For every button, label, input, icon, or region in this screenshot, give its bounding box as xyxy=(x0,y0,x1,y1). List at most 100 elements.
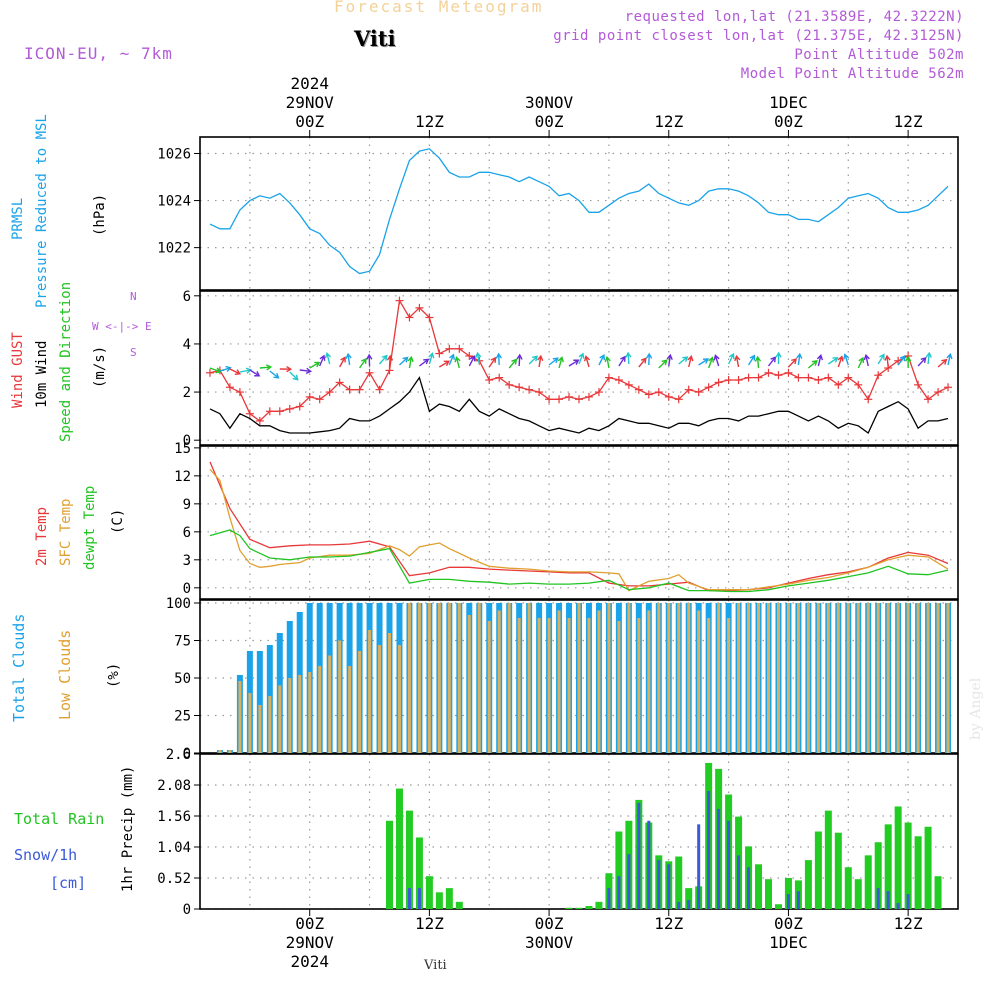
wind-arrow-head xyxy=(286,365,293,373)
wind-direction-arrow xyxy=(937,358,948,368)
wind-arrow-shaft xyxy=(578,353,584,365)
wind-direction-arrow xyxy=(508,358,518,369)
wind-arrow-shaft xyxy=(528,355,538,365)
wind-arrow-shaft xyxy=(727,353,735,365)
wind-arrow-shaft xyxy=(917,357,927,367)
wind-direction-arrow xyxy=(625,351,632,365)
wind-direction-arrow xyxy=(495,352,503,366)
wind-direction-arrow xyxy=(475,351,482,365)
gust-marker xyxy=(744,373,753,382)
low-clouds-bar xyxy=(816,603,820,753)
gust-marker xyxy=(944,383,953,392)
gust-marker xyxy=(694,388,703,397)
compass-north: N xyxy=(130,290,137,303)
low-clouds-bar xyxy=(298,675,302,753)
time-label-top: 1DEC xyxy=(769,93,808,112)
total-rain-bar xyxy=(844,867,852,909)
wind-arrow-head xyxy=(428,352,435,359)
time-label-top: 12Z xyxy=(415,112,444,131)
compass-south: S xyxy=(130,346,137,359)
pressure-ytick-label: 1024 xyxy=(157,194,191,210)
time-label-bottom: 2024 xyxy=(290,952,329,971)
low-clouds-bar xyxy=(697,610,701,753)
pressure-ytick-label: 1026 xyxy=(157,146,191,162)
wind-ytick-label: 2 xyxy=(183,385,191,401)
low-clouds-bar xyxy=(517,618,521,753)
total-rain-bar xyxy=(824,810,832,909)
gust-marker xyxy=(435,349,444,358)
low-clouds-bar xyxy=(477,603,481,753)
wind-arrow-shaft xyxy=(735,356,740,368)
wind-direction-arrow xyxy=(687,355,694,368)
gust-marker xyxy=(565,392,574,401)
total-rain-bar xyxy=(934,876,942,909)
low-clouds-bar xyxy=(457,603,461,753)
total-rain-bar xyxy=(854,879,862,909)
wind-direction-arrow xyxy=(658,359,668,369)
gust-marker xyxy=(415,303,424,312)
wind-arrow-head xyxy=(557,356,564,363)
wind-arrow-shaft xyxy=(299,369,311,373)
total-rain-bar xyxy=(435,892,443,909)
snow-unit-label: [cm] xyxy=(50,874,87,892)
wind-direction-arrow xyxy=(418,358,430,367)
wind-arrow-shaft xyxy=(807,360,818,369)
wind-direction-arrow xyxy=(548,357,559,366)
wind-direction-arrow xyxy=(884,354,891,368)
wind-arrow-shaft xyxy=(927,352,930,365)
wind-arrow-head xyxy=(469,355,476,362)
clouds-ytick-label: 100 xyxy=(166,596,191,612)
total-clouds-bar xyxy=(256,651,263,753)
total-rain-bar xyxy=(405,810,413,909)
gust-marker xyxy=(505,380,514,389)
wind-direction-arrow xyxy=(946,352,953,366)
wind-arrow-shaft xyxy=(598,354,605,366)
time-label-bottom: 00Z xyxy=(535,914,564,933)
wind-arrow-shaft xyxy=(837,356,843,368)
wind-arrow-head xyxy=(843,353,850,360)
wind-arrow-shaft xyxy=(747,355,755,366)
wind-arrow-shaft xyxy=(448,354,455,366)
wind-ytick-label: 0 xyxy=(183,433,191,449)
wind-arrow-shaft xyxy=(827,357,838,365)
wind-arrow-head xyxy=(475,351,482,359)
total-rain-bar xyxy=(804,860,812,909)
wind-arrow-head xyxy=(532,355,539,362)
wind-arrow-head xyxy=(863,353,870,361)
time-label-bottom: 1DEC xyxy=(769,933,808,952)
wind-arrow-head xyxy=(796,352,803,359)
wind-arrow-shaft xyxy=(269,370,279,379)
wind-arrow-head xyxy=(386,354,394,361)
gust-marker xyxy=(864,395,873,404)
low-clouds-bar xyxy=(737,603,741,753)
gust-marker xyxy=(495,373,504,382)
gust-marker xyxy=(355,385,364,394)
wind-arrow-shaft xyxy=(627,352,630,365)
snow-1h-bar xyxy=(737,855,741,909)
wind-arrow-head xyxy=(749,354,756,361)
wind-arrow-head xyxy=(625,351,632,358)
low-clouds-bar xyxy=(427,603,431,753)
snow-1h-bar xyxy=(407,888,411,909)
model-point-altitude: Model Point Altitude 562m xyxy=(740,66,964,82)
wind-direction-arrow xyxy=(925,351,932,365)
gust-marker xyxy=(405,313,414,322)
wind-frame xyxy=(199,290,959,446)
temperature-ytick-label: 9 xyxy=(183,497,191,513)
wind-arrow-head xyxy=(666,353,673,360)
temperature-ytick-label: 6 xyxy=(183,525,191,541)
wind-arrow-shaft xyxy=(897,355,906,366)
low-clouds-bar xyxy=(597,610,601,753)
gust-marker xyxy=(914,380,923,389)
snow-1h-bar xyxy=(796,891,800,909)
wind-direction-arrow xyxy=(488,356,497,368)
gust-marker xyxy=(664,392,673,401)
gust-marker xyxy=(644,390,653,399)
gust-marker xyxy=(445,344,454,353)
wind-arrow-shaft xyxy=(756,356,760,369)
wind-direction-arrow xyxy=(645,352,653,366)
gust-marker xyxy=(724,376,733,385)
snow-1h-bar xyxy=(707,790,711,909)
low-clouds-bar xyxy=(677,603,681,753)
gust-marker xyxy=(734,376,743,385)
